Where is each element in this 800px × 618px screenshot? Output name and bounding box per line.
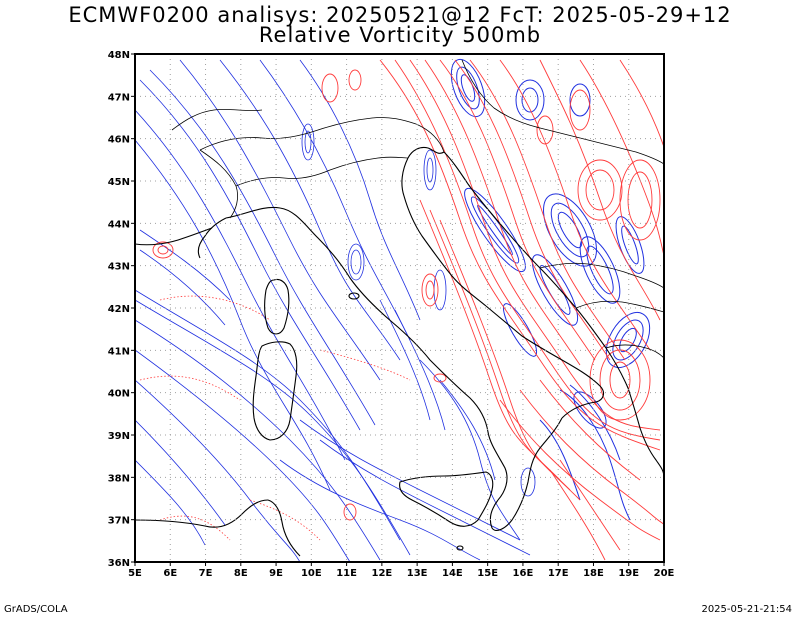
y-tick-label: 39N	[108, 431, 130, 442]
grid	[135, 54, 664, 562]
x-tick-label: 15E	[477, 568, 498, 579]
y-tick-label: 36N	[108, 558, 130, 569]
y-tick-label: 43N	[108, 262, 130, 273]
y-tick-label: 37N	[108, 516, 130, 527]
coastlines	[135, 146, 664, 557]
y-tick-label: 47N	[108, 92, 130, 103]
x-tick-label: 13E	[407, 568, 428, 579]
x-tick-label: 10E	[301, 568, 322, 579]
map-title: ECMWF0200 analisys: 20250521@12 FcT: 202…	[68, 3, 732, 27]
map-subtitle: Relative Vorticity 500mb	[258, 23, 542, 47]
negative-lobes	[450, 58, 651, 521]
y-tick-label: 45N	[108, 177, 130, 188]
y-tick-label: 48N	[108, 50, 130, 61]
weak-positive-contours	[139, 295, 411, 541]
x-tick-label: 5E	[128, 568, 142, 579]
x-axis-ticks: 5E 6E 7E 8E 9E 10E 11E 12E 13E 14E 15E 16E 17E 18E 19E…	[128, 562, 675, 579]
x-tick-label: 6E	[163, 568, 177, 579]
x-tick-label: 14E	[442, 568, 463, 579]
x-tick-label: 20E	[654, 568, 675, 579]
contour-field	[135, 58, 664, 562]
x-tick-label: 17E	[548, 568, 569, 579]
x-tick-label: 11E	[336, 568, 357, 579]
x-tick-label: 7E	[199, 568, 213, 579]
negative-contours	[135, 59, 536, 562]
y-tick-label: 44N	[108, 219, 130, 230]
y-tick-label: 40N	[108, 389, 130, 400]
y-tick-label: 38N	[108, 473, 130, 484]
timestamp-label: 2025-05-21-21:54	[701, 604, 792, 615]
y-tick-label: 41N	[108, 346, 130, 357]
x-tick-label: 9E	[269, 568, 283, 579]
x-tick-label: 18E	[583, 568, 604, 579]
x-tick-label: 12E	[371, 568, 392, 579]
borders	[171, 59, 664, 359]
positive-contours	[152, 59, 664, 561]
credit-label: GrADS/COLA	[4, 604, 68, 615]
y-tick-label: 46N	[108, 135, 130, 146]
x-tick-label: 16E	[513, 568, 534, 579]
y-axis-ticks: 48N 47N 46N 45N 44N 43N 42N 41N 40N 39N 38N 37N 36N	[108, 50, 135, 569]
x-tick-label: 19E	[618, 568, 639, 579]
x-tick-label: 8E	[234, 568, 248, 579]
y-tick-label: 42N	[108, 304, 130, 315]
